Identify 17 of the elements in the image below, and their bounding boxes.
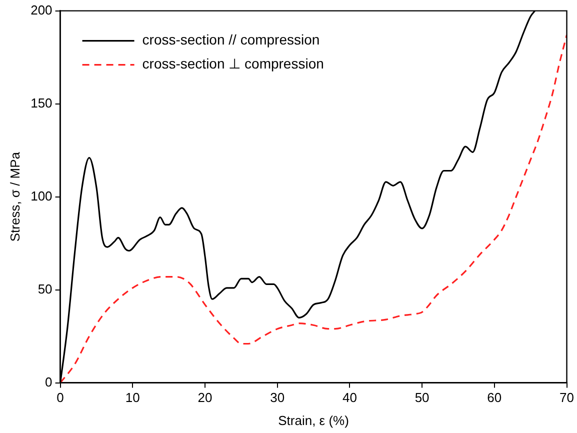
x-tick-label: 10 [125, 390, 140, 406]
y-axis-title: Stress, σ / MPa [7, 151, 22, 242]
y-tick-label: 100 [30, 188, 52, 204]
x-tick-label: 60 [487, 390, 502, 406]
legend-label: cross-section ⊥ compression [142, 56, 324, 72]
y-tick-label: 50 [38, 281, 52, 296]
x-tick-label: 40 [342, 390, 357, 406]
y-tick-label: 200 [30, 2, 52, 18]
x-axis-title: Strain, ε (%) [278, 412, 349, 428]
y-tick-label: 0 [45, 374, 52, 390]
legend-label: cross-section // compression [142, 32, 320, 48]
x-tick-label: 0 [56, 390, 64, 406]
x-tick-label: 30 [270, 390, 285, 406]
y-tick-label: 150 [30, 95, 52, 110]
x-tick-label: 20 [198, 390, 212, 406]
x-tick-label: 50 [414, 390, 430, 406]
x-tick-label: 70 [560, 390, 574, 406]
